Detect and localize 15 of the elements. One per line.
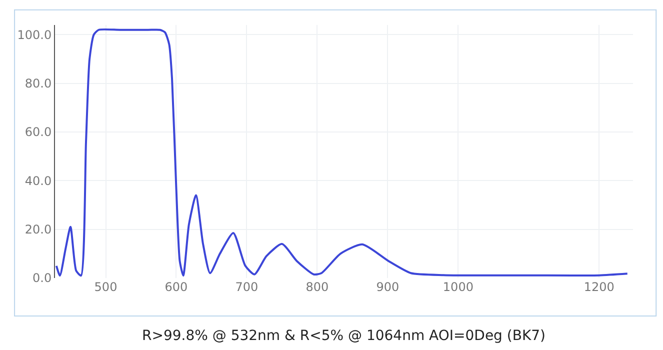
- x-tick-label: 600: [164, 280, 188, 294]
- x-tick-label: 900: [376, 280, 400, 294]
- y-tick-label: 60.0: [24, 125, 52, 140]
- y-tick-label: 40.0: [24, 174, 52, 188]
- x-tick-label: 500: [94, 280, 118, 294]
- x-tick-label: 800: [306, 280, 329, 294]
- y-tick-label: 100.0: [17, 28, 52, 42]
- x-tick-label: 1000: [442, 280, 474, 294]
- y-tick-label: 80.0: [24, 76, 52, 91]
- y-tick-label: 0.0: [32, 271, 52, 286]
- x-tick-label: 700: [235, 280, 258, 294]
- line-series: [55, 28, 628, 277]
- x-tick-label: 1200: [584, 280, 614, 294]
- y-tick-label: 20.0: [24, 222, 52, 237]
- text: R>99.8% @ 532nm & R<5% @ 1064nm AOI=0Deg (BK7): [142, 328, 546, 344]
